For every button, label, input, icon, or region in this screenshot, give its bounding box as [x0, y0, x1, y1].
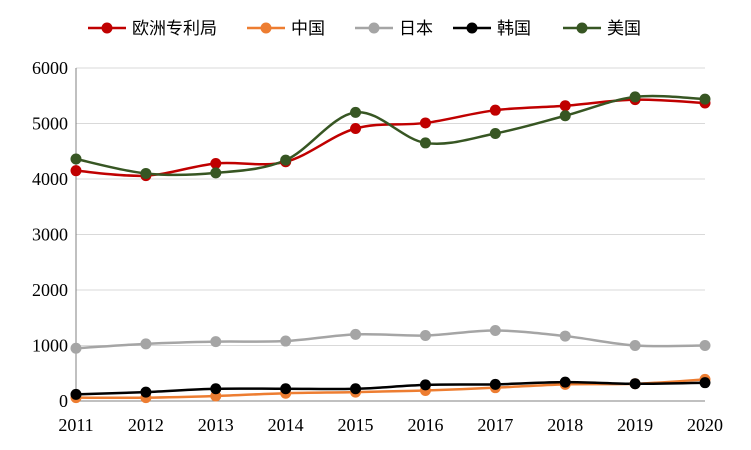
data-point-series-3-2018 — [559, 376, 571, 388]
x-tick-label: 2014 — [268, 415, 304, 435]
data-point-series-4-2019 — [629, 91, 641, 103]
legend-item-1: 中国 — [247, 19, 325, 39]
legend-swatch-marker — [368, 22, 380, 34]
series-lines — [75, 94, 706, 400]
x-axis-ticks: 2011 2012 2013 2014 2015 2016 2017 2018 2019 2020 — [58, 415, 723, 435]
legend-label: 美国 — [607, 19, 641, 39]
series-line-2 — [75, 329, 706, 350]
data-point-series-0-2016 — [419, 117, 431, 129]
legend-swatch-marker — [576, 22, 588, 34]
data-point-series-2-2013 — [210, 336, 222, 348]
data-point-series-4-2016 — [419, 137, 431, 149]
data-point-series-2-2020 — [699, 340, 711, 351]
x-tick-label: 2016 — [407, 415, 443, 435]
x-tick-label: 2018 — [547, 415, 583, 435]
data-point-series-3-2016 — [419, 379, 431, 391]
y-tick-label: 2000 — [32, 280, 68, 300]
y-axis-ticks: 0 1000 2000 3000 4000 5000 6000 — [32, 58, 68, 411]
data-point-series-4-2013 — [210, 167, 222, 179]
data-point-series-2-2017 — [489, 325, 501, 337]
data-point-series-2-2016 — [419, 330, 431, 342]
data-point-series-3-2013 — [210, 383, 222, 395]
data-point-series-0-2013 — [210, 157, 222, 169]
x-tick-label: 2019 — [617, 415, 653, 435]
legend-swatch-marker — [101, 22, 113, 34]
data-point-series-2-2011 — [70, 342, 82, 354]
y-tick-label: 1000 — [32, 336, 68, 356]
data-point-series-2-2019 — [629, 340, 641, 351]
x-tick-label: 2020 — [687, 415, 723, 435]
legend-item-4: 美国 — [563, 19, 641, 39]
legend-swatch-marker — [466, 22, 478, 34]
data-point-series-4-2015 — [350, 106, 362, 118]
x-tick-label: 2017 — [477, 415, 513, 435]
data-point-series-4-2018 — [559, 110, 571, 122]
legend-label: 日本 — [399, 19, 433, 39]
legend-label: 中国 — [291, 19, 325, 39]
legend-swatch-marker — [260, 22, 272, 34]
data-point-series-2-2012 — [140, 338, 152, 350]
gridlines — [76, 67, 705, 346]
data-point-series-3-2012 — [140, 386, 152, 398]
y-tick-label: 4000 — [32, 169, 68, 189]
y-tick-label: 0 — [59, 391, 68, 411]
y-tick-label: 5000 — [32, 114, 68, 134]
data-point-series-0-2018 — [559, 100, 571, 112]
data-point-series-0-2017 — [489, 104, 501, 116]
data-point-series-4-2014 — [280, 154, 292, 166]
series-points — [70, 91, 711, 404]
x-tick-label: 2015 — [338, 415, 374, 435]
legend-label: 欧洲专利局 — [132, 19, 217, 39]
series-line-0 — [75, 98, 706, 178]
data-point-series-4-2012 — [140, 167, 152, 179]
data-point-series-3-2017 — [489, 378, 501, 390]
data-point-series-3-2014 — [280, 383, 292, 395]
data-point-series-0-2011 — [70, 165, 82, 177]
x-tick-label: 2013 — [198, 415, 234, 435]
series-line-3 — [75, 380, 706, 396]
data-point-series-3-2020 — [699, 377, 711, 389]
data-point-series-4-2017 — [489, 127, 501, 139]
data-point-series-4-2011 — [70, 153, 82, 165]
series-line-4 — [75, 94, 706, 177]
y-tick-label: 6000 — [32, 58, 68, 78]
data-point-series-3-2015 — [350, 383, 362, 395]
data-point-series-4-2020 — [699, 93, 711, 105]
data-point-series-2-2014 — [280, 335, 292, 347]
legend-item-3: 韩国 — [453, 19, 531, 39]
data-point-series-3-2019 — [629, 378, 641, 390]
x-tick-label: 2012 — [128, 415, 164, 435]
data-point-series-2-2015 — [350, 328, 362, 340]
x-tick-label: 2011 — [58, 415, 93, 435]
data-point-series-0-2015 — [350, 122, 362, 134]
legend-item-2: 日本 — [355, 19, 433, 39]
data-point-series-2-2018 — [559, 330, 571, 342]
legend-item-0: 欧洲专利局 — [88, 19, 217, 39]
legend-label: 韩国 — [497, 19, 531, 39]
legend: 欧洲专利局 中国 日本 韩国 美国 — [88, 19, 641, 39]
y-tick-label: 3000 — [32, 225, 68, 245]
data-point-series-3-2011 — [70, 388, 82, 400]
